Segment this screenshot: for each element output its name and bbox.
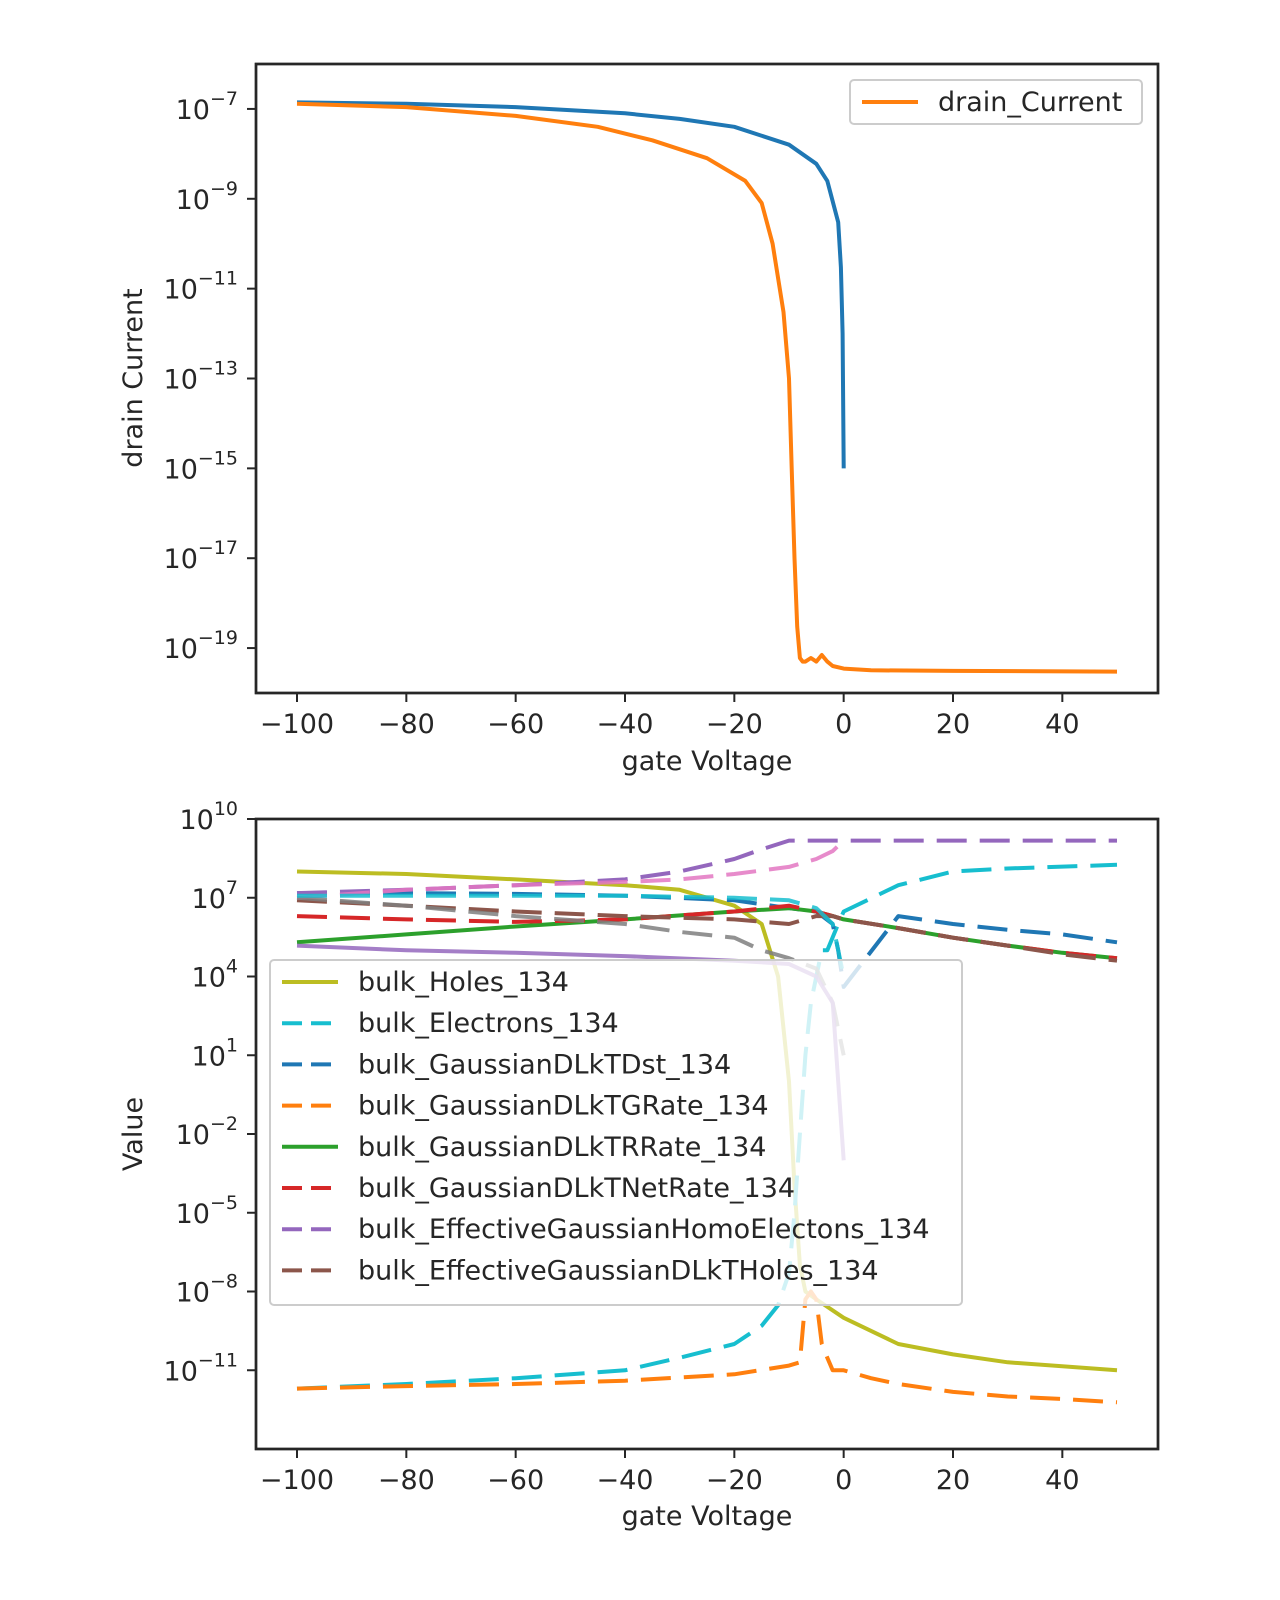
bottom-x-tick-label: 0 bbox=[835, 1465, 852, 1496]
bottom-y-tick-label: 1010 bbox=[179, 798, 238, 836]
top-legend: drain_Current bbox=[849, 79, 1143, 125]
bottom-x-tick-label: −60 bbox=[487, 1465, 544, 1496]
bottom-series-line-bulk-gaussiandlktgrate-134 bbox=[296, 1289, 1118, 1405]
top-plot-border bbox=[254, 62, 1160, 695]
bottom-x-tick-label: −40 bbox=[597, 1465, 654, 1496]
bottom-legend-label: bulk_EffectiveGaussianDLkTHoles_134 bbox=[358, 1255, 879, 1286]
top-x-tick-label: −100 bbox=[260, 709, 334, 740]
top-y-tick-label: 10−11 bbox=[164, 268, 238, 306]
bottom-legend: bulk_Holes_134 bulk_Electrons_134 bulk_Gau… bbox=[269, 959, 963, 1306]
bottom-y-tick-label: 10−2 bbox=[176, 1113, 238, 1151]
bottom-y-tick-label: 10−11 bbox=[164, 1349, 238, 1387]
top-x-tick-label: 20 bbox=[936, 709, 970, 740]
bottom-legend-label: bulk_Holes_134 bbox=[358, 967, 569, 998]
bottom-series-line-bulk-effectivegaussianhomoelectons-134 bbox=[296, 838, 1117, 896]
top-x-axis-label: gate Voltage bbox=[622, 746, 793, 777]
top-legend-label: drain_Current bbox=[938, 87, 1122, 118]
bottom-legend-label: bulk_EffectiveGaussianHomoElectons_134 bbox=[358, 1214, 930, 1245]
top-x-tick-label: −40 bbox=[597, 709, 654, 740]
bottom-x-tick-label: −100 bbox=[260, 1465, 334, 1496]
bottom-legend-label: bulk_GaussianDLkTGRate_134 bbox=[358, 1091, 769, 1122]
top-y-tick-label: 10−7 bbox=[176, 88, 238, 126]
bottom-series-line-unlabeled-10 bbox=[297, 893, 846, 977]
bottom-y-tick-label: 104 bbox=[192, 956, 238, 994]
bottom-x-tick-label: 40 bbox=[1045, 1465, 1079, 1496]
top-series-line-drain-current bbox=[296, 101, 1118, 674]
top-y-tick-label: 10−13 bbox=[164, 358, 238, 396]
top-y-tick-label: 10−19 bbox=[164, 627, 238, 665]
bottom-series-line-unlabeled-8 bbox=[296, 839, 846, 900]
top-y-axis-label: drain Current bbox=[118, 288, 149, 467]
top-y-tick-label: 10−15 bbox=[164, 447, 238, 485]
bottom-legend-label: bulk_GaussianDLkTDst_134 bbox=[358, 1049, 731, 1080]
bottom-plot-border bbox=[254, 817, 1160, 1451]
top-y-tick-label: 10−17 bbox=[164, 537, 238, 575]
bottom-x-tick-label: −80 bbox=[378, 1465, 435, 1496]
top-legend-box bbox=[849, 79, 1143, 125]
bottom-legend-label: bulk_GaussianDLkTNetRate_134 bbox=[358, 1173, 795, 1204]
bottom-y-tick-label: 10−8 bbox=[176, 1271, 238, 1309]
bottom-legend-label: bulk_GaussianDLkTRRate_134 bbox=[358, 1132, 766, 1163]
bottom-y-tick-label: 107 bbox=[192, 877, 238, 915]
top-x-tick-label: −20 bbox=[706, 709, 763, 740]
top-x-tick-label: 0 bbox=[835, 709, 852, 740]
top-y-tick-label: 10−9 bbox=[176, 178, 238, 216]
top-x-tick-label: −80 bbox=[378, 709, 435, 740]
top-plot-frame bbox=[254, 62, 1160, 695]
top-plot: −100 −80 −60 −40 −20 0 20 40 10−7 10−9 10−11 10−13… bbox=[118, 62, 1160, 777]
bottom-x-tick-label: 20 bbox=[936, 1465, 970, 1496]
bottom-legend-label: bulk_Electrons_134 bbox=[358, 1008, 619, 1039]
bottom-x-tick-label: −20 bbox=[706, 1465, 763, 1496]
bottom-legend-box bbox=[269, 959, 963, 1306]
bottom-y-axis-label: Value bbox=[118, 1097, 149, 1171]
bottom-x-axis-label: gate Voltage bbox=[622, 1501, 793, 1532]
top-x-tick-label: −60 bbox=[487, 709, 544, 740]
bottom-y-tick-label: 10−5 bbox=[176, 1192, 238, 1230]
bottom-y-tick-label: 101 bbox=[192, 1034, 238, 1072]
bottom-plot: −100 −80 −60 −40 −20 0 20 40 1010 107 104 101 10−2 1… bbox=[118, 798, 1160, 1532]
top-x-tick-label: 40 bbox=[1045, 709, 1079, 740]
top-series-line-unlabeled-0 bbox=[296, 100, 846, 469]
